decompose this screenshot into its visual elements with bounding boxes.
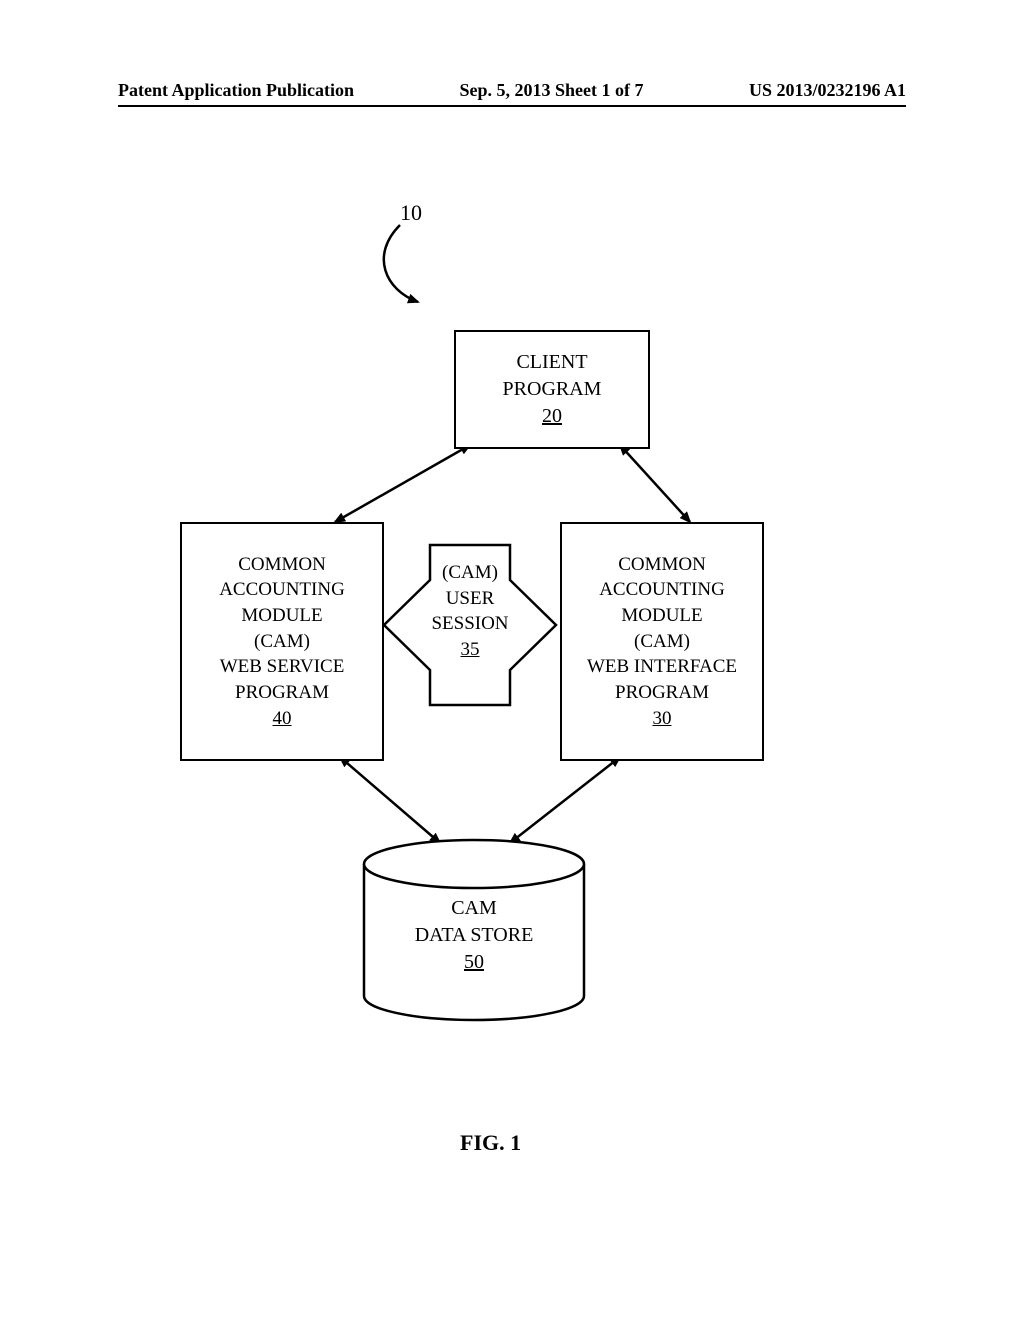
- us-ref: 35: [416, 637, 524, 663]
- us-line-2: USER: [416, 586, 524, 612]
- client-line-2: PROGRAM: [503, 376, 602, 403]
- ws-line-4: (CAM): [254, 629, 310, 655]
- web-service-box: COMMON ACCOUNTING MODULE (CAM) WEB SERVI…: [180, 522, 384, 761]
- pointer-10-curve: [384, 225, 418, 302]
- web-interface-box: COMMON ACCOUNTING MODULE (CAM) WEB INTER…: [560, 522, 764, 761]
- client-line-1: CLIENT: [516, 349, 587, 376]
- wi-line-1: COMMON: [618, 552, 706, 578]
- data-store-text: CAM DATA STORE 50: [364, 895, 584, 976]
- wi-line-6: PROGRAM: [615, 680, 709, 706]
- us-line-1: (CAM): [416, 560, 524, 586]
- wi-line-3: MODULE: [621, 603, 702, 629]
- ds-line-1: CAM: [364, 895, 584, 922]
- ws-line-6: PROGRAM: [235, 680, 329, 706]
- client-program-box: CLIENT PROGRAM 20: [454, 330, 650, 449]
- ws-line-5: WEB SERVICE: [220, 654, 345, 680]
- wi-ref: 30: [653, 706, 672, 732]
- us-line-3: SESSION: [416, 611, 524, 637]
- client-ref: 20: [542, 403, 562, 430]
- page: Patent Application Publication Sep. 5, 2…: [0, 0, 1024, 1320]
- edge-client-webservice: [335, 445, 470, 522]
- ws-line-2: ACCOUNTING: [219, 577, 345, 603]
- ds-line-2: DATA STORE: [364, 922, 584, 949]
- edge-client-webinterface: [620, 445, 690, 522]
- ws-ref: 40: [273, 706, 292, 732]
- edge-webinterface-datastore: [510, 757, 620, 843]
- ws-line-3: MODULE: [241, 603, 322, 629]
- wi-line-5: WEB INTERFACE: [587, 654, 737, 680]
- ws-line-1: COMMON: [238, 552, 326, 578]
- user-session-text: (CAM) USER SESSION 35: [416, 560, 524, 663]
- edge-webservice-datastore: [340, 757, 440, 843]
- wi-line-4: (CAM): [634, 629, 690, 655]
- ds-ref: 50: [364, 949, 584, 976]
- wi-line-2: ACCOUNTING: [599, 577, 725, 603]
- figure-caption: FIG. 1: [460, 1130, 521, 1156]
